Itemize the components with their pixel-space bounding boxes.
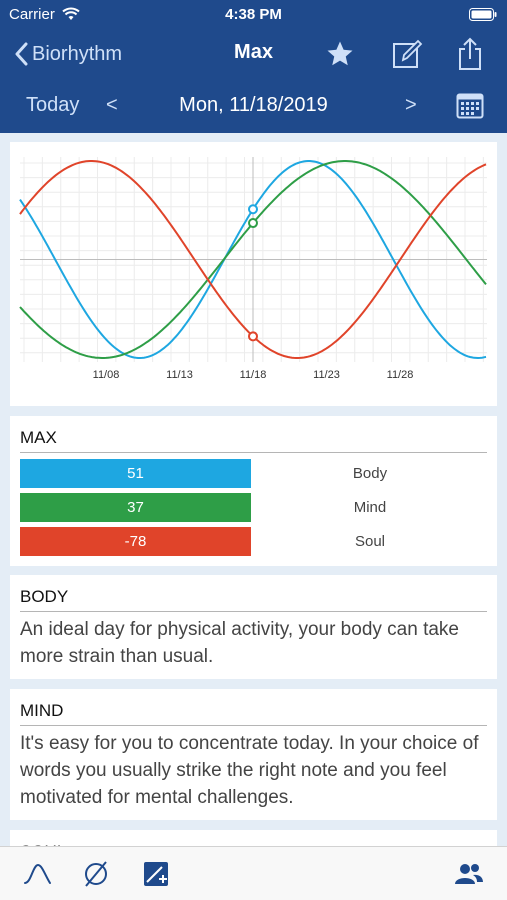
- star-icon: [327, 41, 353, 66]
- people-icon: [455, 864, 483, 884]
- status-time: 4:38 PM: [225, 6, 282, 23]
- favorite-button[interactable]: [322, 36, 358, 72]
- mind-label: Mind: [353, 499, 387, 516]
- previous-day-button[interactable]: <: [106, 94, 118, 116]
- selected-point-mind: [248, 218, 258, 229]
- wave-icon: [24, 863, 51, 884]
- selected-point-soul: [248, 331, 258, 342]
- x-tick-label: 11/28: [387, 369, 414, 381]
- today-button[interactable]: Today: [26, 94, 80, 116]
- tab-add-chart[interactable]: [140, 859, 172, 889]
- edit-button[interactable]: [389, 36, 425, 72]
- tab-people[interactable]: [453, 859, 485, 889]
- soul-value-row: -78 Soul: [20, 527, 487, 556]
- share-button[interactable]: [452, 36, 488, 72]
- mind-heading: MIND: [20, 701, 64, 720]
- selected-point-body: [248, 204, 258, 215]
- carrier-label: Carrier: [9, 6, 55, 23]
- date-bar: Today < Mon, 11/18/2019 >: [0, 80, 507, 133]
- soul-value-bar: -78: [20, 527, 251, 556]
- back-button[interactable]: Biorhythm: [14, 38, 122, 70]
- body-value-bar: 51: [20, 459, 251, 488]
- body-section: BODY An ideal day for physical activity,…: [10, 575, 497, 679]
- values-card: MAX 51 Body 37 Mind -78 Soul: [10, 416, 497, 566]
- tab-average[interactable]: [80, 859, 112, 889]
- soul-label: Soul: [354, 533, 386, 550]
- status-bar: Carrier 4:38 PM: [0, 0, 507, 30]
- next-day-button[interactable]: >: [405, 94, 417, 116]
- share-icon: [459, 37, 481, 70]
- mind-value-bar: 37: [20, 493, 251, 522]
- mind-value-row: 37 Mind: [20, 493, 487, 522]
- divider: [20, 725, 487, 726]
- chevron-left-icon: [15, 42, 28, 66]
- back-label: Biorhythm: [32, 42, 123, 65]
- battery-icon: [469, 8, 497, 25]
- navigation-bar: Biorhythm Max: [0, 30, 507, 80]
- divider: [20, 452, 487, 453]
- x-tick-label: 11/23: [313, 369, 340, 381]
- diameter-icon: [85, 861, 107, 887]
- divider: [20, 611, 487, 612]
- mind-section: MIND It's easy for you to concentrate to…: [10, 689, 497, 820]
- x-tick-label: 11/18: [240, 369, 267, 381]
- body-description: An ideal day for physical activity, your…: [20, 619, 459, 667]
- x-tick-label: 11/13: [166, 369, 193, 381]
- biorhythm-chart[interactable]: 11/08 11/13 11/18 11/23 11/28: [10, 142, 497, 406]
- tab-bar: [0, 846, 507, 900]
- calendar-icon: [456, 93, 484, 119]
- biorhythm-chart-card: 11/08 11/13 11/18 11/23 11/28: [10, 142, 497, 406]
- calendar-button[interactable]: [456, 91, 484, 124]
- mind-description: It's easy for you to concentrate today. …: [20, 733, 479, 808]
- tab-curve[interactable]: [22, 859, 54, 889]
- edit-icon: [393, 39, 423, 68]
- wifi-icon: [62, 7, 80, 25]
- body-label: Body: [352, 465, 388, 482]
- x-tick-label: 11/08: [93, 369, 120, 381]
- body-heading: BODY: [20, 587, 69, 606]
- body-value-row: 51 Body: [20, 459, 487, 488]
- person-name-heading: MAX: [20, 428, 57, 447]
- add-chart-icon: [144, 862, 168, 886]
